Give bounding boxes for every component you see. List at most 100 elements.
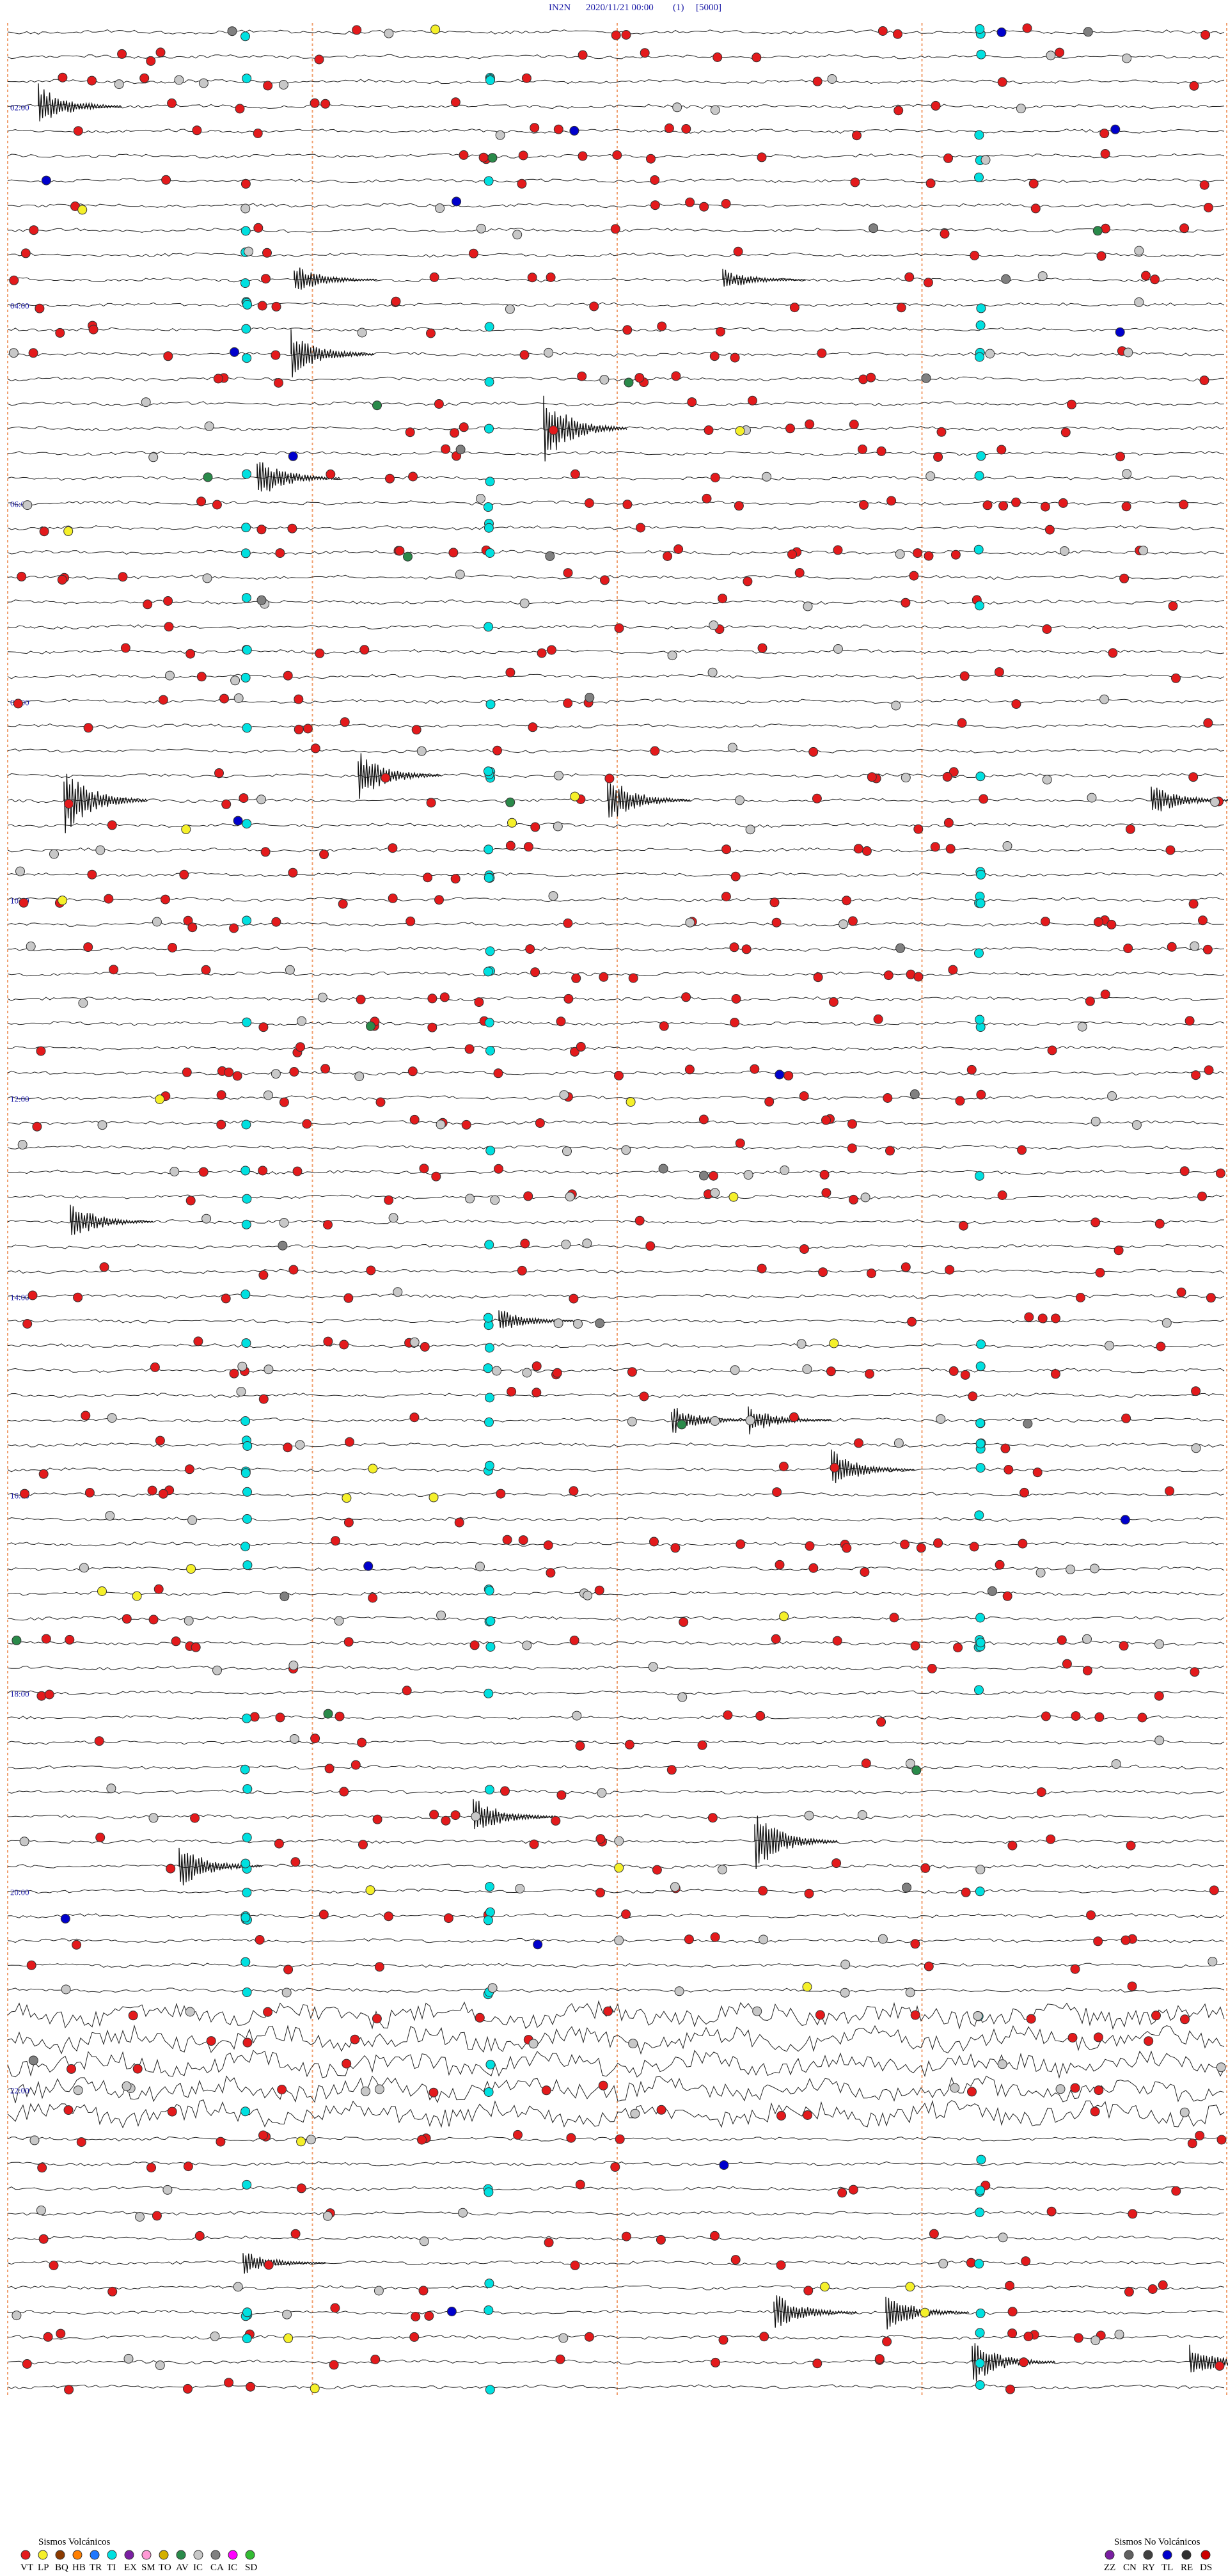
event-marker [528, 2039, 539, 2049]
event-marker [924, 551, 934, 561]
event-marker [436, 1610, 446, 1620]
event-marker [853, 844, 863, 854]
event-marker [969, 1542, 979, 1552]
event-marker [670, 1882, 680, 1892]
event-marker [443, 1913, 453, 1924]
event-marker [152, 2211, 162, 2221]
event-marker [128, 2011, 138, 2021]
legend-swatch [1181, 2550, 1192, 2560]
event-marker [484, 1343, 494, 1353]
event-marker [227, 26, 237, 36]
event-marker [361, 2086, 371, 2096]
event-marker [416, 746, 427, 756]
event-marker [733, 246, 743, 257]
event-marker [513, 2130, 523, 2140]
event-marker [819, 1169, 830, 1180]
event-marker [812, 76, 823, 86]
event-marker [771, 917, 782, 928]
seismic-burst [831, 1450, 915, 1483]
event-marker [544, 2238, 554, 2248]
event-marker [796, 1339, 807, 1349]
event-marker [626, 1097, 636, 1107]
event-marker [22, 500, 33, 510]
event-marker [752, 52, 762, 63]
event-marker [279, 1218, 289, 1228]
seismic-trace [7, 1293, 1225, 1299]
event-marker [866, 372, 876, 383]
event-marker [485, 2385, 495, 2395]
event-marker [599, 375, 610, 385]
event-marker [925, 471, 936, 481]
seismic-trace [7, 996, 1224, 1002]
event-marker [787, 549, 797, 560]
event-marker [982, 500, 993, 510]
event-marker [185, 2007, 195, 2017]
event-marker [1005, 2384, 1015, 2394]
event-marker [1042, 775, 1052, 785]
event-marker [702, 493, 712, 503]
event-marker [931, 100, 941, 111]
event-marker [1188, 899, 1199, 909]
seismic-trace [7, 327, 1225, 332]
event-marker [1110, 124, 1121, 134]
event-marker [78, 998, 88, 1008]
event-marker [359, 645, 370, 655]
seismic-trace [7, 1418, 1225, 1423]
event-marker [933, 452, 943, 462]
event-marker [1114, 2329, 1124, 2339]
event-marker [975, 2308, 986, 2318]
event-marker [546, 273, 556, 282]
event-marker [20, 1489, 29, 1499]
event-marker [163, 596, 173, 606]
event-marker [1001, 274, 1011, 284]
event-marker [639, 1391, 649, 1402]
seismic-burst [290, 329, 375, 377]
event-marker [900, 1539, 910, 1549]
event-marker [242, 1194, 252, 1204]
event-marker [709, 620, 719, 630]
event-marker [980, 155, 991, 165]
legend-code: CN [1123, 2563, 1137, 2573]
event-marker [974, 1510, 984, 1521]
event-marker [1019, 1487, 1029, 1497]
seismic-burst [498, 1310, 583, 1329]
event-marker [485, 1146, 496, 1156]
event-marker [429, 272, 439, 282]
event-marker [1082, 1634, 1092, 1644]
event-marker [290, 2229, 301, 2239]
event-marker [775, 1070, 785, 1080]
event-marker [803, 2286, 814, 2296]
event-marker [241, 1119, 251, 1130]
event-marker [485, 548, 495, 558]
event-marker [1011, 497, 1021, 507]
event-marker [1185, 1016, 1195, 1026]
event-marker [283, 1964, 294, 1975]
event-marker [1089, 1563, 1099, 1574]
time-label: 22:00 [10, 2085, 29, 2095]
seismic-trace [7, 2285, 1225, 2291]
event-marker [886, 496, 897, 506]
seismic-trace [7, 2260, 1225, 2266]
event-marker [849, 1194, 858, 1205]
event-marker [118, 572, 128, 582]
event-marker [505, 797, 516, 807]
event-marker [485, 946, 495, 956]
event-marker [546, 645, 556, 655]
event-marker [1100, 990, 1110, 999]
event-marker [242, 1987, 252, 1997]
event-marker [1023, 1419, 1033, 1428]
event-marker [434, 895, 444, 905]
event-marker [370, 2355, 381, 2364]
event-marker [575, 1741, 585, 1751]
event-marker [730, 2255, 741, 2265]
event-marker [15, 866, 25, 876]
event-marker [164, 622, 174, 632]
seismic-trace [7, 699, 1225, 704]
event-marker [36, 1046, 46, 1056]
event-marker [938, 2259, 949, 2269]
event-marker [677, 1692, 688, 1702]
event-marker [458, 2208, 468, 2218]
event-marker [650, 746, 660, 756]
event-marker [484, 873, 494, 883]
event-marker [476, 494, 485, 503]
